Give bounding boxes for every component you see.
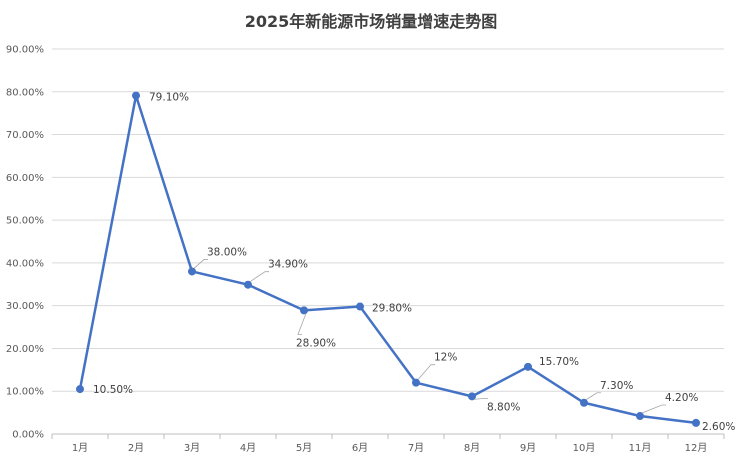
x-tick-label: 7月 xyxy=(408,442,424,454)
data-label: 12% xyxy=(434,352,457,364)
data-label: 7.30% xyxy=(600,380,633,392)
y-tick-label: 10.00% xyxy=(6,387,44,398)
data-point xyxy=(76,385,84,394)
y-tick-label: 60.00% xyxy=(6,173,44,184)
data-point xyxy=(132,91,140,100)
x-tick-label: 9月 xyxy=(520,442,536,454)
data-label: 29.80% xyxy=(372,303,412,315)
x-tick-label: 11月 xyxy=(629,442,652,454)
x-tick-label: 6月 xyxy=(352,442,368,454)
leader-line xyxy=(641,404,666,414)
x-tick-label: 5月 xyxy=(296,442,312,454)
data-point xyxy=(188,267,196,276)
leader-line xyxy=(417,364,435,380)
leader-line xyxy=(297,313,307,335)
y-tick-label: 80.00% xyxy=(6,87,44,98)
x-tick-label: 4月 xyxy=(240,442,256,454)
data-label: 28.90% xyxy=(296,337,336,349)
data-label: 10.50% xyxy=(93,384,133,396)
y-tick-label: 70.00% xyxy=(6,130,44,141)
data-label: 8.80% xyxy=(487,401,520,413)
data-label: 4.20% xyxy=(665,392,698,404)
series-line xyxy=(78,94,697,425)
y-tick-label: 30.00% xyxy=(6,301,44,312)
data-point xyxy=(580,398,588,407)
leader-line xyxy=(249,271,269,283)
x-tick-label: 10月 xyxy=(573,442,596,454)
data-point xyxy=(468,392,476,401)
y-tick-label: 40.00% xyxy=(6,258,44,269)
x-tick-label: 2月 xyxy=(128,442,144,454)
data-point xyxy=(412,378,420,387)
chart-title: 2025年新能源市场销量增速走势图 xyxy=(244,12,498,31)
data-label: 2.60% xyxy=(702,421,735,433)
data-label: 79.10% xyxy=(149,92,189,104)
data-point xyxy=(356,302,364,311)
y-tick-label: 50.00% xyxy=(6,216,44,227)
data-point xyxy=(300,306,308,315)
y-tick-label: 20.00% xyxy=(6,344,44,355)
leader-line xyxy=(193,259,208,269)
data-point xyxy=(524,362,532,371)
x-tick-label: 8月 xyxy=(464,442,480,454)
data-label: 34.90% xyxy=(268,259,308,271)
y-tick-label: 0.00% xyxy=(12,430,44,441)
data-point xyxy=(636,412,644,421)
data-label: 15.70% xyxy=(539,356,579,368)
data-point xyxy=(244,280,252,289)
x-tick-label: 12月 xyxy=(685,442,708,454)
x-tick-label: 3月 xyxy=(184,442,200,454)
data-point xyxy=(692,418,700,427)
x-tick-label: 1月 xyxy=(72,442,88,454)
leader-line xyxy=(585,392,601,401)
y-tick-label: 90.00% xyxy=(6,45,44,56)
data-label: 38.00% xyxy=(207,246,247,258)
leader-line xyxy=(473,397,488,400)
